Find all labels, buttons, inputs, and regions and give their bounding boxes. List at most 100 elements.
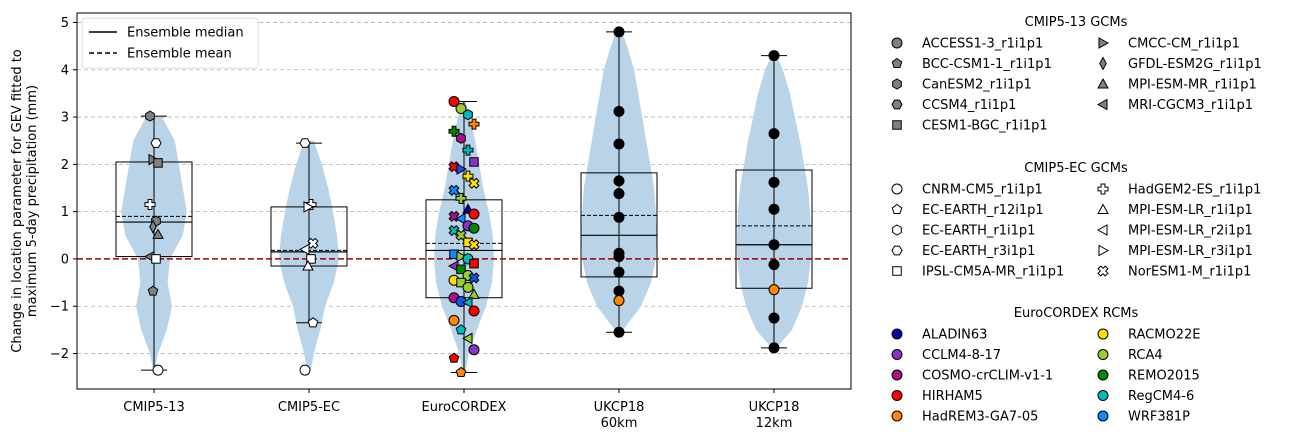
data-point (303, 201, 315, 213)
legend-entry-label: RACMO22E (1128, 328, 1200, 343)
legend-entry-label: ACCESS1-3_r1i1p1 (922, 37, 1043, 52)
data-point (468, 272, 480, 284)
legend-entry-label: RCA4 (1128, 348, 1163, 363)
model-legends: CMIP5-13 GCMs ACCESS1-3_r1i1p1 BCC-CSM1-1_… (891, 15, 1262, 425)
data-point (454, 212, 466, 225)
data-point (768, 239, 780, 251)
data-point (468, 305, 480, 317)
legend-label: Ensemble mean (127, 47, 232, 62)
data-point (768, 50, 780, 62)
data-point (145, 110, 155, 122)
legend-marker (891, 328, 903, 340)
legend-entry-label: MPI-ESM-LR_r1i1p1 (1128, 203, 1253, 218)
legend-entry-label: GFDL-ESM2G_r1i1p1 (1128, 57, 1262, 72)
data-point (613, 295, 625, 307)
legend-marker (1097, 203, 1109, 214)
legend-entry-label: CESM1-BGC_r1i1p1 (922, 119, 1048, 134)
data-point (455, 324, 467, 335)
data-point (456, 163, 468, 175)
y-tick-label: −1 (50, 300, 69, 315)
legend-entry-label: HIRHAM5 (922, 389, 983, 404)
legend-marker (891, 369, 903, 381)
data-point (768, 203, 780, 215)
x-tick-label: UKCP18 (749, 400, 800, 415)
data-point (147, 285, 159, 296)
legend-marker (892, 224, 902, 236)
data-point (768, 312, 780, 324)
data-point (613, 175, 625, 187)
x-tick-label: 60km (601, 416, 638, 431)
legend-entry-label: CanESM2_r1i1p1 (922, 78, 1032, 93)
ensemble-legend: Ensemble median Ensemble mean (81, 17, 259, 69)
data-point (468, 222, 480, 234)
data-point (448, 125, 460, 137)
data-point (144, 199, 156, 211)
legend-marker (892, 266, 902, 276)
legend-marker (891, 183, 903, 195)
legend-entry-label: REMO2015 (1128, 369, 1200, 384)
data-point (299, 364, 311, 376)
legend-entry-label: ALADIN63 (922, 328, 987, 343)
data-point (468, 344, 480, 356)
data-point (613, 285, 625, 297)
y-label-line: Change in location parameter for GEV fit… (10, 49, 25, 353)
data-point (152, 228, 164, 239)
data-point (613, 26, 625, 38)
data-point (448, 314, 460, 326)
data-point (613, 105, 625, 117)
box-plots (115, 31, 813, 373)
data-point (456, 250, 468, 263)
data-point (456, 132, 466, 144)
data-point (306, 254, 316, 264)
y-tick-label: 3 (61, 111, 69, 126)
legend-marker (891, 37, 903, 49)
legend-label: Ensemble median (127, 26, 244, 41)
data-point (299, 138, 311, 148)
data-point (151, 254, 161, 264)
data-point (768, 342, 780, 354)
data-point (150, 138, 162, 148)
y-axis-label: Change in location parameter for GEV fit… (10, 49, 40, 353)
model-points (143, 26, 780, 377)
legend-entry-label: COSMO-crCLIM-v1-1 (922, 369, 1053, 384)
x-tick-label: EuroCORDEX (422, 400, 507, 415)
data-point (768, 284, 780, 296)
x-tick-label: CMIP5-EC (278, 400, 340, 415)
data-point (468, 118, 480, 130)
y-tick-label: 4 (61, 63, 69, 78)
y-tick-label: 0 (61, 252, 69, 267)
legend-entry-label: NorESM1-M_r1i1p1 (1128, 265, 1251, 280)
legend-marker (1097, 410, 1109, 422)
legend-entry-label: RegCM4-6 (1128, 389, 1194, 404)
x-tick-label: UKCP18 (594, 400, 645, 415)
legend-marker (1097, 349, 1109, 360)
legend-marker (1097, 265, 1109, 277)
legend-entry-label: MRI-CGCM3_r1i1p1 (1128, 98, 1253, 113)
legend-entry-label: MPI-ESM-LR_r3i1p1 (1128, 244, 1253, 259)
legend-entry-label: MPI-ESM-MR_r1i1p1 (1128, 78, 1257, 93)
data-point (613, 251, 625, 263)
legend-entry-label: IPSL-CM5A-MR_r1i1p1 (922, 265, 1064, 280)
legend-entry-label: EC-EARTH_r1i1p1 (922, 224, 1035, 239)
data-point (298, 243, 310, 256)
data-point (153, 158, 163, 168)
data-point (613, 326, 625, 338)
legend-marker (892, 78, 902, 90)
legend-marker (891, 57, 903, 69)
data-point (768, 259, 780, 271)
legend-marker (891, 99, 903, 110)
legend-marker (891, 410, 903, 422)
data-point (307, 317, 319, 328)
legend-marker (1097, 390, 1109, 401)
legend-box (81, 17, 259, 69)
data-point (302, 260, 314, 271)
legend-entry-label: WRF381P (1128, 410, 1190, 425)
legend-entry-label: EC-EARTH_r12i1p1 (922, 203, 1044, 218)
y-tick-label: −2 (50, 347, 69, 362)
legend-title: CMIP5-EC GCMs (1024, 161, 1128, 176)
data-point (469, 157, 479, 167)
legend-marker (1096, 98, 1108, 111)
legend-entry-label: EC-EARTH_r3i1p1 (922, 244, 1035, 259)
legend-marker (1097, 77, 1109, 89)
data-point (448, 352, 460, 363)
